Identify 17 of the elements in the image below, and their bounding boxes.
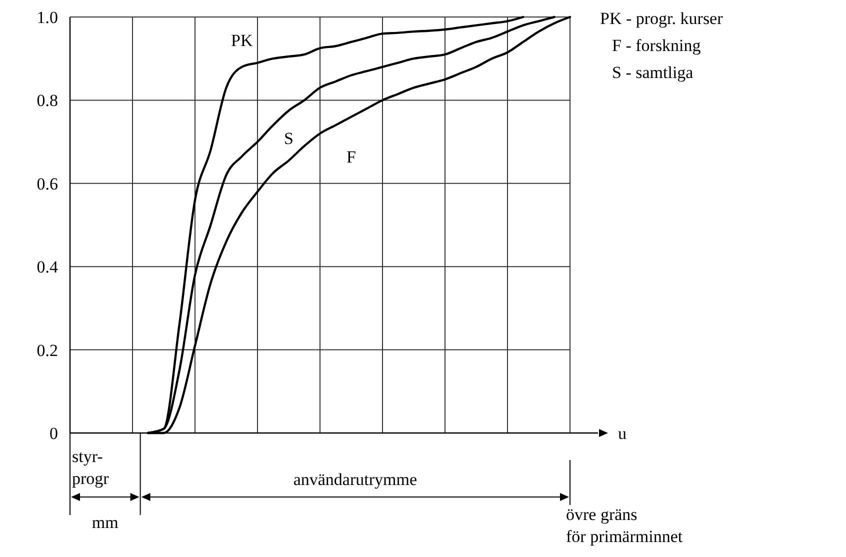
series-label: F xyxy=(346,148,356,167)
text: övre gräns för primärminnet xyxy=(566,505,683,546)
text: PK - progr. kurser xyxy=(600,9,724,28)
y-tick-label: 0.4 xyxy=(36,258,58,277)
y-tick-label: 0.6 xyxy=(36,174,58,194)
y-tick-label: 0.2 xyxy=(36,340,58,360)
text: mm xyxy=(92,513,118,532)
text: användarutrymme xyxy=(293,470,417,489)
series-label: PK xyxy=(231,31,254,50)
series-label: S xyxy=(284,128,294,148)
y-tick-label: 0 xyxy=(50,424,58,443)
y-tick-label: 1.0 xyxy=(36,8,58,27)
y-tick-label: 0.8 xyxy=(36,91,58,110)
text: F - forskning xyxy=(612,36,702,55)
text: styr- progr xyxy=(72,447,110,488)
x-axis-title: u xyxy=(618,424,627,443)
text: S - samtliga xyxy=(612,63,694,82)
